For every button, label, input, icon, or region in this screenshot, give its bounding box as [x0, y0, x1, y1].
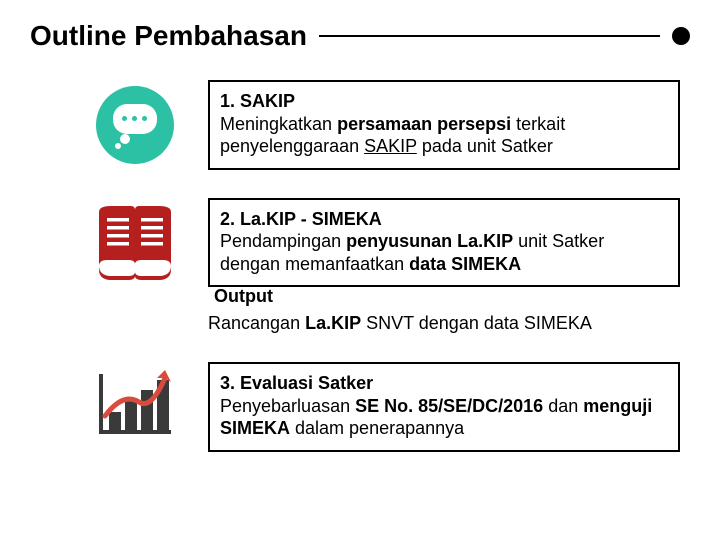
- text-bold: La.KIP: [305, 313, 361, 333]
- text: SNVT dengan data SIMEKA: [361, 313, 592, 333]
- bar-chart-icon: [95, 368, 175, 438]
- box-2-output: Output Rancangan La.KIP SNVT dengan data…: [208, 285, 680, 334]
- text: pada unit Satker: [417, 136, 553, 156]
- row-2: 2. La.KIP - SIMEKA Pendampingan penyusun…: [90, 198, 680, 335]
- text: dalam penerapannya: [290, 418, 464, 438]
- box-3-heading: 3. Evaluasi Satker: [220, 372, 668, 395]
- box-2-body: Pendampingan penyusunan La.KIP unit Satk…: [220, 230, 668, 275]
- page-title: Outline Pembahasan: [30, 20, 307, 52]
- text-bold: data SIMEKA: [409, 254, 521, 274]
- text: Penyebarluasan: [220, 396, 355, 416]
- text-underline: SAKIP: [364, 136, 417, 156]
- box-2-heading: 2. La.KIP - SIMEKA: [220, 208, 668, 231]
- text: dan: [543, 396, 583, 416]
- box-3-body: Penyebarluasan SE No. 85/SE/DC/2016 dan …: [220, 395, 668, 440]
- icon-col-1: [90, 80, 180, 164]
- text-bold: persamaan persepsi: [337, 114, 511, 134]
- icon-col-3: [90, 362, 180, 438]
- box-2: 2. La.KIP - SIMEKA Pendampingan penyusun…: [208, 198, 680, 288]
- text: Pendampingan: [220, 231, 346, 251]
- box-col-3: 3. Evaluasi Satker Penyebarluasan SE No.…: [208, 362, 680, 452]
- header: Outline Pembahasan: [30, 20, 690, 52]
- row-1: 1. SAKIP Meningkatkan persamaan persepsi…: [90, 80, 680, 170]
- icon-col-2: [90, 198, 180, 282]
- text-bold: penyusunan La.KIP: [346, 231, 513, 251]
- header-line: [319, 35, 660, 37]
- content-rows: 1. SAKIP Meningkatkan persamaan persepsi…: [30, 80, 690, 452]
- output-desc: Rancangan La.KIP SNVT dengan data SIMEKA: [208, 312, 680, 335]
- box-col-2: 2. La.KIP - SIMEKA Pendampingan penyusun…: [208, 198, 680, 335]
- text: Rancangan: [208, 313, 305, 333]
- book-icon: [93, 204, 177, 282]
- chart-arrow-icon: [95, 368, 175, 438]
- row-3: 3. Evaluasi Satker Penyebarluasan SE No.…: [90, 362, 680, 452]
- box-3: 3. Evaluasi Satker Penyebarluasan SE No.…: [208, 362, 680, 452]
- thought-bubble-icon: [96, 86, 174, 164]
- header-dot: [672, 27, 690, 45]
- box-1-body: Meningkatkan persamaan persepsi terkait …: [220, 113, 668, 158]
- box-1: 1. SAKIP Meningkatkan persamaan persepsi…: [208, 80, 680, 170]
- box-1-heading: 1. SAKIP: [220, 90, 668, 113]
- page: Outline Pembahasan 1. SAKIP Meningkatkan…: [0, 0, 720, 540]
- output-label: Output: [214, 285, 680, 308]
- box-col-1: 1. SAKIP Meningkatkan persamaan persepsi…: [208, 80, 680, 170]
- text-bold: SE No. 85/SE/DC/2016: [355, 396, 543, 416]
- text: Meningkatkan: [220, 114, 337, 134]
